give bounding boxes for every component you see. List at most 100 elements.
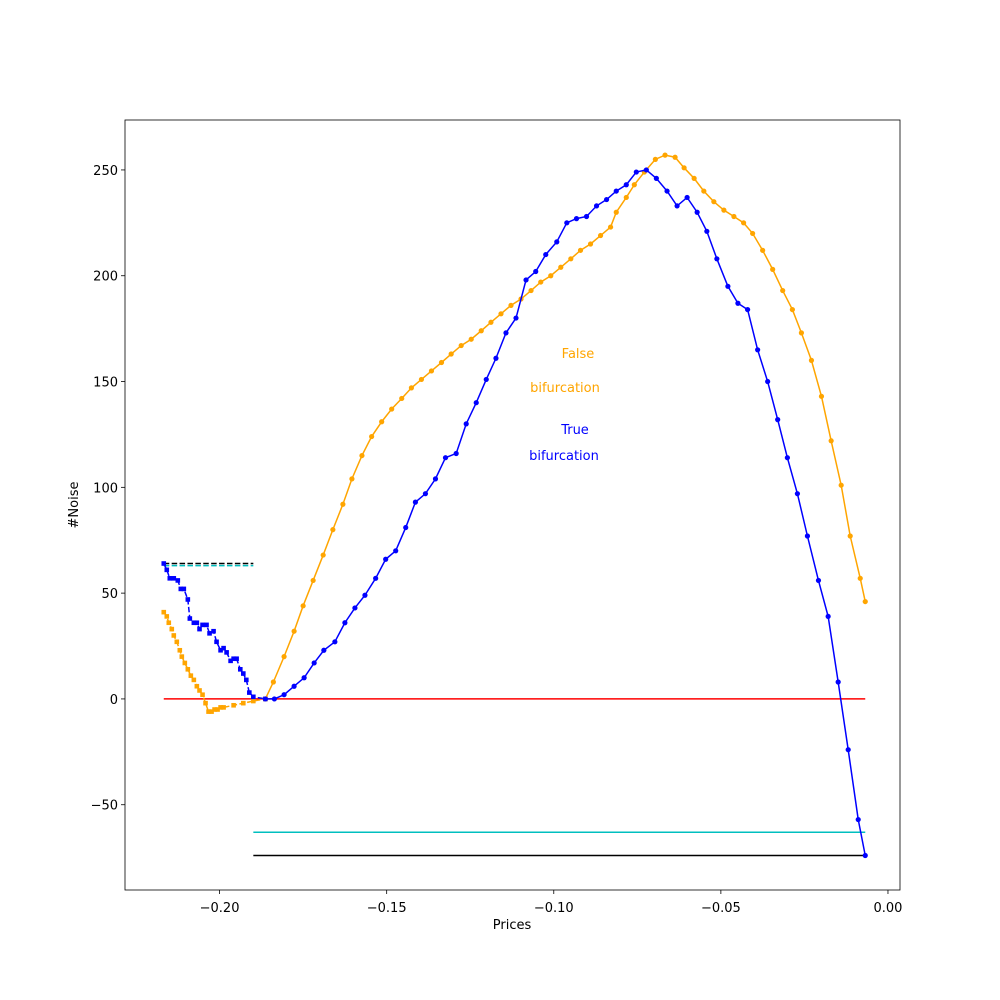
point — [857, 575, 863, 581]
point — [784, 455, 790, 461]
point — [218, 647, 223, 653]
x-tick-label: −0.15 — [367, 901, 407, 916]
point — [701, 188, 707, 194]
point — [597, 232, 604, 239]
annotation: bifurcation — [530, 381, 600, 396]
point — [538, 279, 544, 285]
point — [349, 476, 355, 482]
point — [794, 491, 801, 497]
point — [862, 598, 868, 605]
point — [664, 188, 670, 194]
point — [369, 433, 375, 440]
point — [775, 417, 781, 423]
point — [191, 620, 197, 626]
point — [221, 645, 226, 651]
point — [745, 306, 751, 313]
point — [453, 450, 459, 457]
point — [770, 266, 776, 272]
point — [568, 256, 574, 262]
point — [755, 347, 761, 353]
point — [209, 709, 214, 714]
point — [169, 626, 175, 632]
point — [211, 628, 216, 634]
point — [835, 679, 841, 685]
point — [587, 241, 594, 247]
point — [185, 667, 191, 672]
point — [228, 658, 233, 664]
point — [711, 199, 717, 205]
point — [188, 673, 194, 678]
x-tick-label: −0.05 — [701, 901, 741, 916]
annotation: True — [560, 423, 589, 438]
point — [161, 609, 167, 615]
y-tick-label: 200 — [93, 270, 118, 285]
point — [182, 660, 188, 666]
y-axis-label: #Noise — [67, 482, 82, 529]
point — [548, 273, 554, 279]
point — [244, 677, 249, 683]
point — [731, 213, 737, 220]
point — [174, 639, 180, 645]
point — [498, 311, 504, 317]
point — [231, 702, 236, 708]
point — [200, 622, 205, 628]
point — [224, 650, 229, 655]
point — [652, 156, 658, 162]
point — [167, 576, 173, 581]
point — [855, 816, 861, 823]
point — [214, 639, 219, 645]
point — [262, 696, 268, 702]
x-axis-label: Prices — [493, 918, 532, 933]
point — [533, 268, 539, 275]
point — [281, 692, 287, 698]
point — [218, 705, 223, 710]
point — [418, 376, 425, 383]
point — [359, 452, 365, 459]
point — [321, 647, 327, 653]
point — [271, 696, 277, 702]
point — [412, 499, 419, 505]
y-tick-label: 150 — [93, 376, 118, 391]
point — [780, 287, 786, 294]
point — [311, 660, 317, 666]
point — [221, 705, 226, 710]
point — [573, 216, 580, 222]
point — [300, 603, 306, 609]
point — [270, 679, 276, 685]
point — [674, 203, 680, 209]
point — [178, 586, 184, 592]
point — [399, 395, 405, 402]
point — [330, 527, 336, 533]
point — [662, 152, 668, 158]
point — [681, 165, 687, 171]
y-tick-label: 100 — [93, 481, 118, 496]
point — [631, 182, 637, 188]
point — [643, 167, 649, 173]
y-tick-label: −50 — [91, 799, 118, 814]
point — [403, 524, 409, 531]
point — [847, 533, 853, 539]
point — [438, 359, 445, 366]
point — [458, 342, 464, 349]
y-tick-label: 0 — [110, 693, 118, 708]
point — [740, 220, 747, 226]
point — [789, 306, 795, 313]
point — [393, 548, 399, 554]
point — [613, 188, 619, 194]
x-tick-label: −0.20 — [200, 901, 240, 916]
point — [291, 683, 297, 689]
point — [164, 614, 170, 619]
point — [352, 605, 358, 611]
point — [473, 400, 479, 406]
point — [241, 700, 246, 706]
point — [164, 567, 170, 573]
point — [191, 677, 197, 683]
point — [206, 709, 211, 714]
point — [204, 622, 209, 628]
point — [804, 533, 811, 539]
point — [691, 175, 697, 182]
point — [765, 378, 771, 385]
point — [818, 393, 825, 399]
y-tick-label: 250 — [93, 164, 118, 179]
